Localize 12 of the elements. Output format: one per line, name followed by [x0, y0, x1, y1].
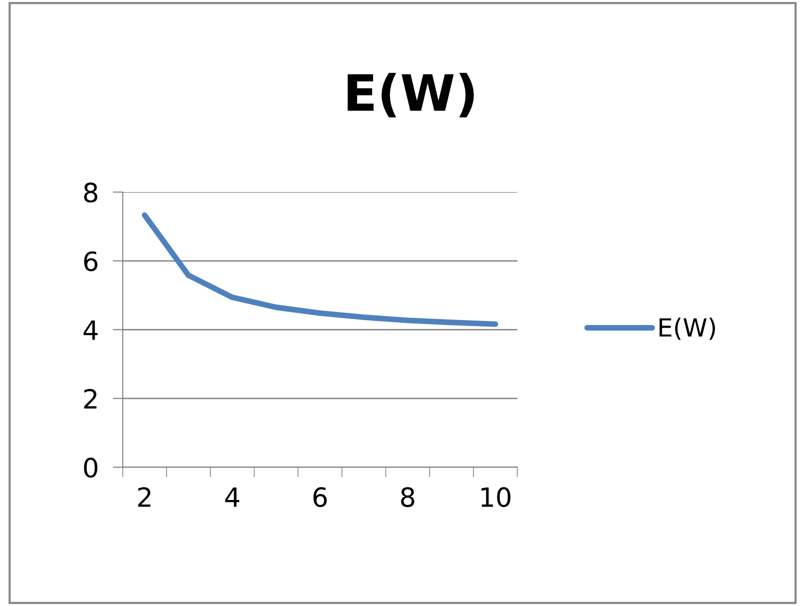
y-tick-label: 0: [84, 458, 98, 478]
x-tick-label: 2: [138, 487, 150, 507]
x-tick-label: 4: [225, 487, 240, 507]
chart-title: E(W): [348, 72, 474, 118]
x-tick-label: 6: [313, 487, 327, 508]
y-tick-label: 6: [84, 251, 98, 272]
y-tick-label: 4: [84, 320, 98, 340]
y-tick-label: 2: [84, 388, 96, 408]
x-tick-label: 8: [401, 487, 414, 508]
x-tick-label: 10: [481, 487, 510, 508]
y-tick-label: 8: [84, 182, 98, 203]
legend-label: E(W): [660, 318, 716, 340]
